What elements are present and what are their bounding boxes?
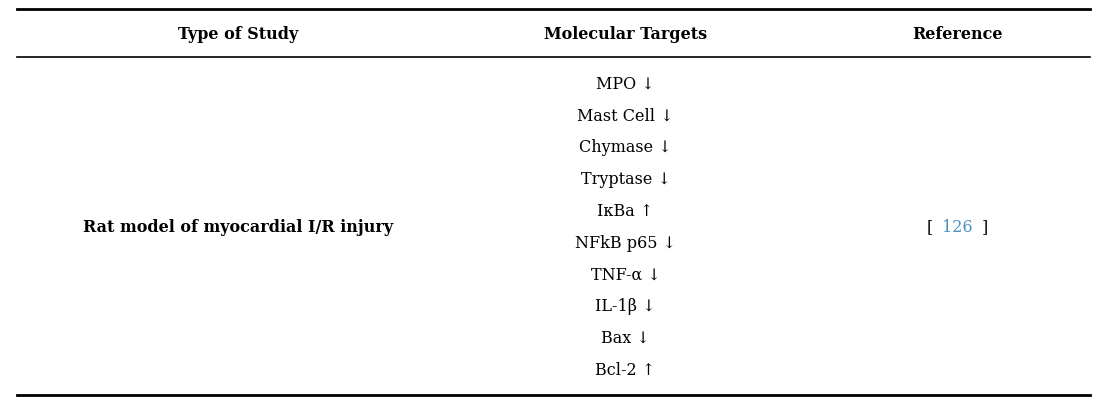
Text: Molecular Targets: Molecular Targets — [544, 26, 707, 43]
Text: Bcl-2 ↑: Bcl-2 ↑ — [596, 360, 655, 378]
Text: [: [ — [927, 218, 933, 235]
Text: Mast Cell ↓: Mast Cell ↓ — [577, 107, 674, 124]
Text: Bax ↓: Bax ↓ — [601, 329, 650, 346]
Text: Tryptase ↓: Tryptase ↓ — [580, 170, 671, 188]
Text: Reference: Reference — [912, 26, 1003, 43]
Text: NFkB p65 ↓: NFkB p65 ↓ — [575, 234, 676, 251]
Text: IκBa ↑: IκBa ↑ — [598, 202, 653, 219]
Text: ]: ] — [982, 218, 989, 235]
Text: TNF-α ↓: TNF-α ↓ — [590, 265, 661, 283]
Text: Type of Study: Type of Study — [178, 26, 298, 43]
Text: MPO ↓: MPO ↓ — [597, 75, 654, 93]
Text: Rat model of myocardial I/R injury: Rat model of myocardial I/R injury — [83, 218, 393, 235]
Text: IL-1β ↓: IL-1β ↓ — [596, 297, 655, 314]
Text: 126: 126 — [942, 218, 973, 235]
Text: Chymase ↓: Chymase ↓ — [579, 139, 672, 156]
